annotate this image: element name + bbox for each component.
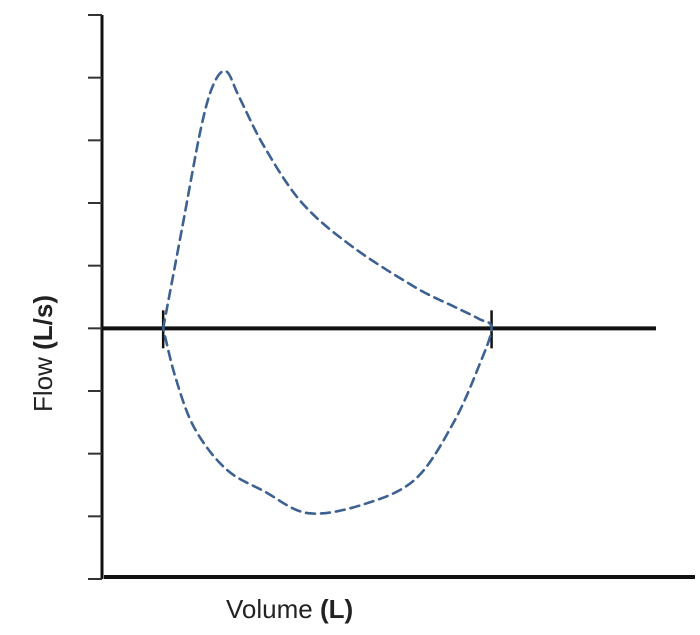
x-axis-label-name: Volume xyxy=(226,594,313,624)
chart-series xyxy=(161,69,493,515)
x-axis-label: Volume (L) xyxy=(226,594,353,625)
y-axis-ticks xyxy=(88,14,102,580)
x-axis-label-unit: (L) xyxy=(319,594,354,624)
y-axis-label-name: Flow xyxy=(28,357,58,412)
y-axis-label: Flow (L/s) xyxy=(28,272,58,412)
flow-volume-loop xyxy=(161,69,493,515)
chart-axes xyxy=(100,15,695,579)
y-axis-label-unit: (L/s) xyxy=(28,294,58,350)
